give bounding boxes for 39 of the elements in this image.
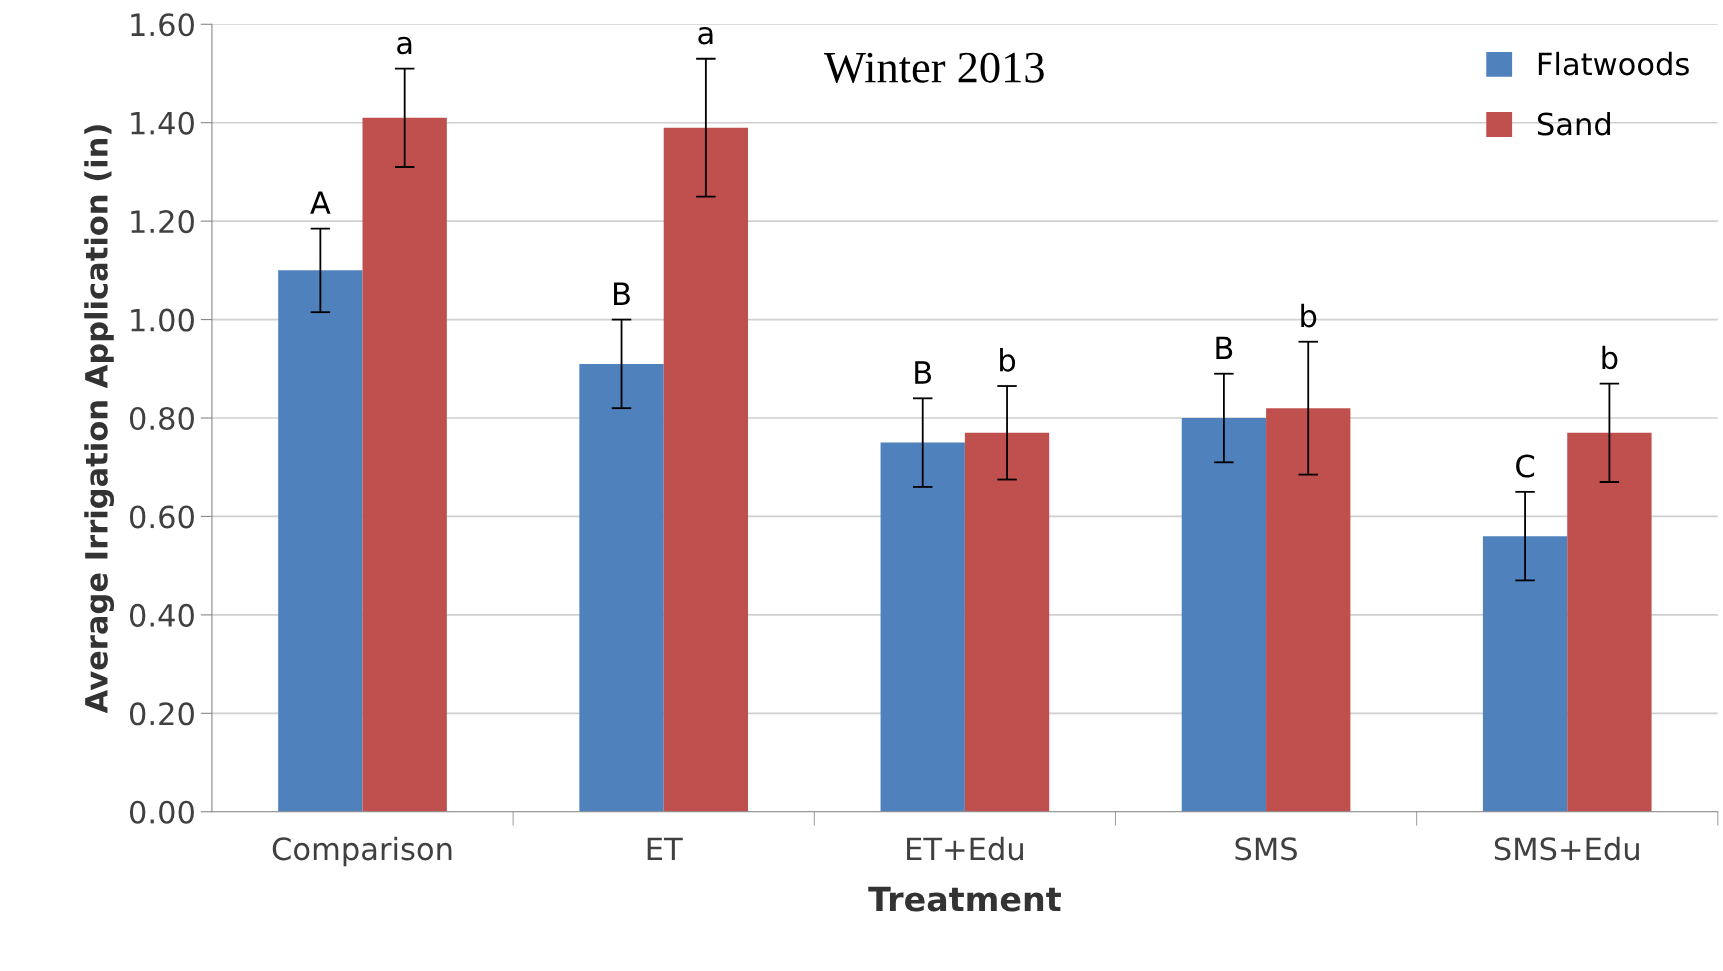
y-tick-label: 1.00 [131, 308, 194, 332]
data-label: b [1000, 348, 1016, 372]
bar [964, 432, 1050, 812]
data-label: B [1216, 336, 1233, 360]
data-label: b [1301, 303, 1317, 328]
bar [1266, 408, 1351, 812]
x-tick-label: SMS+Edu [1494, 836, 1639, 861]
y-tick-label: 1.20 [131, 210, 194, 234]
x-tick-label: ET [647, 837, 683, 860]
bar [1482, 536, 1568, 812]
x-tick-label: ET+Edu [907, 836, 1023, 861]
x-axis-title: Treatment [868, 886, 1061, 912]
legend-label: Flatwoods [1538, 51, 1689, 76]
data-label: b [1602, 345, 1618, 370]
data-label: a [397, 36, 412, 55]
bar [579, 363, 664, 812]
bar [663, 127, 749, 812]
y-tick-label: 1.60 [131, 13, 194, 37]
y-tick-label: 0.20 [129, 702, 194, 726]
data-label: B [915, 361, 932, 384]
x-tick-label: SMS [1235, 837, 1297, 861]
y-tick-label: 0.80 [129, 406, 194, 431]
bar [1181, 418, 1267, 812]
data-label: B [614, 282, 630, 305]
x-tick-label: Comparison [272, 836, 452, 867]
bar [1567, 432, 1652, 812]
data-label: A [310, 191, 331, 214]
y-tick-label: 0.00 [129, 800, 194, 824]
y-axis-title: Average Irrigation Application (in) [84, 125, 115, 714]
y-tick-label: 1.40 [131, 111, 194, 135]
bar [278, 270, 363, 812]
y-tick-label: 0.60 [129, 505, 194, 529]
y-tick-label: 0.40 [129, 603, 194, 627]
legend-label: Sand [1537, 111, 1610, 136]
data-label: a [698, 26, 713, 45]
data-label: C [1516, 454, 1535, 478]
bar [880, 442, 965, 812]
chart-title: Winter 2013 [823, 52, 1044, 83]
bar [362, 117, 447, 812]
